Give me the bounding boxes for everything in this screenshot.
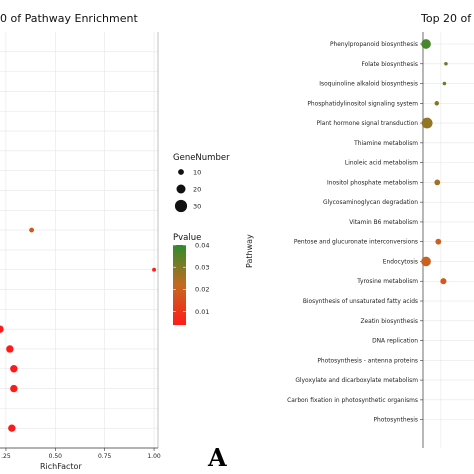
right-category-labels: Phenylpropanoid biosynthesis Folate biosy… [287, 42, 423, 424]
pvalue-tick-label: 0.02 [195, 286, 209, 294]
left-x-tick-label: .25 [1, 453, 11, 460]
left-point [6, 345, 14, 353]
gene-number-legend-dot [176, 184, 186, 194]
right-category-label: Linoleic acid metabolism [345, 161, 418, 167]
right-category-label: Inositol phosphate metabolism [327, 180, 418, 186]
gene-number-legend-label: 10 [193, 168, 201, 176]
left-x-tick-label: 0.75 [98, 453, 112, 460]
right-point [421, 39, 431, 49]
left-x-axis-label: RichFactor [40, 462, 82, 471]
right-category-label: Folate biosynthesis [361, 62, 418, 68]
left-plot-grid [0, 32, 159, 448]
right-category-label: Vitamin B6 metabolism [349, 220, 418, 226]
left-point [29, 227, 35, 233]
right-category-label: Pentose and glucuronate interconversions [294, 240, 418, 246]
gene-number-legend-label: 30 [193, 202, 201, 210]
left-point [152, 267, 156, 272]
right-category-label: Photosynthesis [373, 418, 418, 424]
right-point [442, 81, 447, 86]
right-category-label: Photosynthesis - antenna proteins [317, 358, 418, 364]
right-category-label: Carbon fixation in photosynthetic organi… [287, 398, 418, 404]
right-point [421, 117, 433, 129]
right-category-label: Phenylpropanoid biosynthesis [330, 42, 418, 48]
gene-number-legend-title: GeneNumber [173, 153, 230, 163]
left-point [10, 365, 18, 373]
left-point [10, 384, 18, 393]
right-category-label: Plant hormone signal transduction [317, 121, 419, 127]
right-category-label: DNA replication [372, 339, 418, 345]
right-point [434, 101, 440, 106]
gene-number-legend-dot [174, 199, 188, 213]
left-x-tick-label: 1.00 [147, 453, 161, 460]
left-point [8, 424, 16, 432]
right-category-label: Endocytosis [383, 259, 418, 265]
left-chart-title: 0 of Pathway Enrichment [0, 12, 138, 25]
right-point [421, 256, 431, 267]
right-category-label: Thiamine metabolism [353, 141, 418, 147]
right-category-label: Tyrosine metabolism [356, 279, 418, 285]
panel-label: A [207, 443, 227, 472]
left-x-tick-label: 0.50 [49, 453, 63, 460]
gene-number-legend-label: 20 [193, 185, 201, 193]
left-point [0, 325, 4, 333]
right-point [434, 179, 441, 186]
pvalue-tick-label: 0.01 [195, 308, 209, 316]
right-category-label: Biosynthesis of unsaturated fatty acids [303, 299, 418, 305]
right-category-label: Glycosaminoglycan degradation [323, 200, 418, 206]
right-category-label: Isoquinoline alkaloid biosynthesis [319, 82, 418, 88]
left-x-ticks: .25 0.50 0.75 1.00 [1, 448, 161, 460]
right-category-label: Zeatin biosynthesis [360, 319, 418, 325]
right-category-label: Glyoxylate and dicarboxylate metabolism [295, 378, 418, 384]
right-plot-grid [423, 32, 474, 448]
right-point [444, 61, 448, 66]
gene-number-legend-dot [178, 169, 184, 175]
left-points [0, 227, 156, 432]
pvalue-tick-label: 0.04 [195, 241, 209, 249]
right-point [440, 278, 447, 285]
pvalue-tick-label: 0.03 [195, 264, 209, 272]
right-points [421, 39, 448, 285]
pvalue-legend-ticks: 0.04 0.03 0.02 0.01 [173, 241, 209, 316]
right-category-label: Phosphatidylinositol signaling system [307, 101, 418, 107]
pvalue-legend-title: Pvalue [173, 233, 201, 243]
right-chart-title: Top 20 of [420, 12, 472, 25]
gene-number-legend: 10 20 30 [174, 168, 201, 213]
pvalue-colorbar [173, 245, 186, 325]
right-y-axis-label: Pathway [245, 234, 254, 268]
right-point [435, 238, 442, 245]
